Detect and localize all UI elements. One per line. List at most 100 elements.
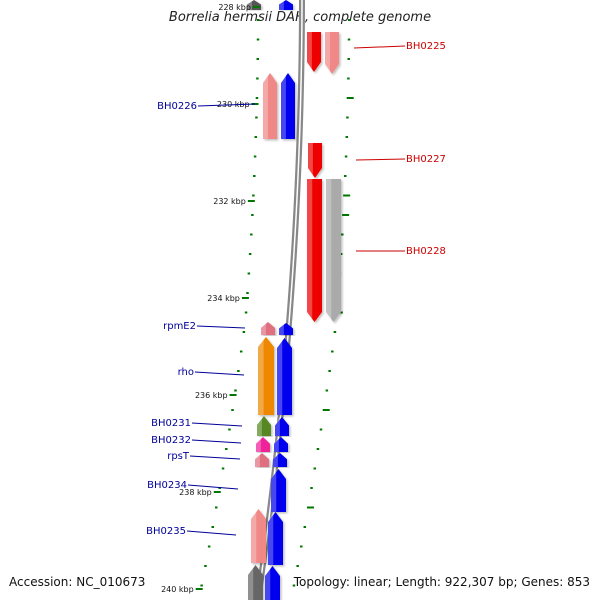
- gene-feature: [307, 179, 322, 322]
- gene-feature: [257, 416, 271, 436]
- tick-marks: [200, 19, 354, 587]
- label-leader-line: [186, 530, 237, 536]
- gene-arrow: [277, 338, 292, 415]
- gene-arrow: [261, 322, 275, 335]
- gene-label: BH0232: [151, 435, 191, 446]
- gene-labels: BH0225 BH0226 BH0227 BH0228 rpmE2 rho BH0231 BH…: [146, 41, 446, 537]
- gene-feature: [248, 565, 263, 600]
- gene-label-group: BH0232: [151, 435, 242, 446]
- gene-label: BH0227: [406, 154, 446, 165]
- gene-arrow: [279, 323, 293, 335]
- gene-arrow: [326, 179, 341, 322]
- gene-feature: [261, 322, 275, 335]
- gene-label-group: BH0226: [157, 101, 256, 112]
- gene-arrow: [274, 437, 288, 452]
- gene-label-group: BH0225: [353, 41, 446, 52]
- gene-arrow: [256, 437, 270, 452]
- gene-arrow-highlight: [279, 0, 284, 10]
- gene-label: rpsT: [167, 451, 190, 462]
- gene-arrow-highlight: [325, 32, 330, 74]
- gene-label-group: rpsT: [167, 451, 241, 462]
- gene-label-group: BH0234: [147, 480, 239, 491]
- label-leader-line: [194, 371, 245, 376]
- gene-arrow: [263, 73, 277, 139]
- label-leader-line: [191, 422, 243, 427]
- gene-feature: [279, 0, 293, 10]
- label-leader-line: [355, 158, 406, 161]
- gene-arrow: [257, 416, 271, 436]
- scale-label: 236 kbp: [195, 391, 228, 400]
- gene-feature: [326, 179, 341, 322]
- gene-feature: [268, 512, 283, 565]
- gene-arrow: [275, 417, 289, 436]
- gene-arrow-highlight: [275, 417, 280, 436]
- gene-arrow-highlight: [281, 73, 286, 139]
- gene-arrow: [271, 469, 286, 512]
- gene-feature: [307, 32, 321, 72]
- gene-arrow: [308, 143, 322, 178]
- gene-label-group: BH0227: [355, 154, 446, 165]
- accession-text: Accession: NC_010673: [9, 575, 146, 589]
- gene-arrow: [279, 0, 293, 10]
- gene-feature: [279, 323, 293, 335]
- gene-feature: [281, 73, 295, 139]
- gene-arrow: [258, 337, 274, 415]
- gene-arrow: [281, 73, 295, 139]
- gene-label: rpmE2: [163, 321, 196, 332]
- gene-feature: [251, 509, 266, 563]
- gene-label: BH0228: [406, 246, 446, 257]
- gene-arrow: [255, 453, 269, 467]
- gene-arrow-highlight: [308, 143, 313, 178]
- label-leader-line: [189, 455, 241, 460]
- gene-feature: [271, 469, 286, 512]
- gene-feature: [255, 453, 269, 467]
- scale-label: 240 kbp: [161, 585, 194, 594]
- gene-feature: [273, 453, 287, 467]
- label-leader-line: [191, 439, 242, 444]
- gene-arrow-highlight: [247, 0, 252, 10]
- scale-label: 234 kbp: [207, 294, 240, 303]
- gene-label: BH0235: [146, 526, 186, 537]
- gene-arrow: [307, 32, 321, 72]
- gene-arrow-highlight: [256, 437, 261, 452]
- gene-arrow-highlight: [263, 73, 268, 139]
- gene-feature: [277, 338, 292, 415]
- gene-arrow-highlight: [265, 566, 271, 600]
- gene-arrow: [273, 453, 287, 467]
- gene-feature: [275, 417, 289, 436]
- gene-label: BH0231: [151, 418, 191, 429]
- gene-feature: [308, 143, 322, 178]
- gene-arrow: [325, 32, 339, 74]
- label-leader-line: [197, 103, 256, 107]
- gene-feature: [325, 32, 339, 74]
- scale-label: 232 kbp: [213, 197, 246, 206]
- gene-arrow-highlight: [273, 453, 278, 467]
- gene-arrow: [307, 179, 322, 322]
- gene-label: BH0225: [406, 41, 446, 52]
- gene-arrow-highlight: [258, 337, 264, 415]
- gene-arrow-highlight: [271, 469, 277, 512]
- gene-arrow: [265, 566, 280, 600]
- genome-summary-text: Topology: linear; Length: 922,307 bp; Ge…: [293, 575, 590, 589]
- gene-arrow-highlight: [307, 179, 313, 322]
- gene-label: BH0226: [157, 101, 197, 112]
- label-leader-line: [187, 484, 239, 490]
- gene-arrow-highlight: [307, 32, 312, 72]
- scale-label: 228 kbp: [218, 3, 251, 12]
- label-leader-line: [353, 45, 406, 49]
- gene-arrow-highlight: [326, 179, 332, 322]
- gene-arrow: [248, 565, 263, 600]
- gene-arrow-highlight: [274, 437, 279, 452]
- gene-arrow-highlight: [257, 416, 262, 436]
- gene-label: BH0234: [147, 480, 187, 491]
- gene-label-group: rpmE2: [163, 321, 246, 332]
- gene-label-group: BH0231: [151, 418, 243, 429]
- gene-arrow-highlight: [251, 509, 257, 563]
- gene-feature: [265, 566, 280, 600]
- label-leader-line: [196, 325, 246, 329]
- gene-arrow-highlight: [277, 338, 283, 415]
- gene-label-group: BH0235: [146, 526, 237, 537]
- scale-label: 238 kbp: [179, 488, 212, 497]
